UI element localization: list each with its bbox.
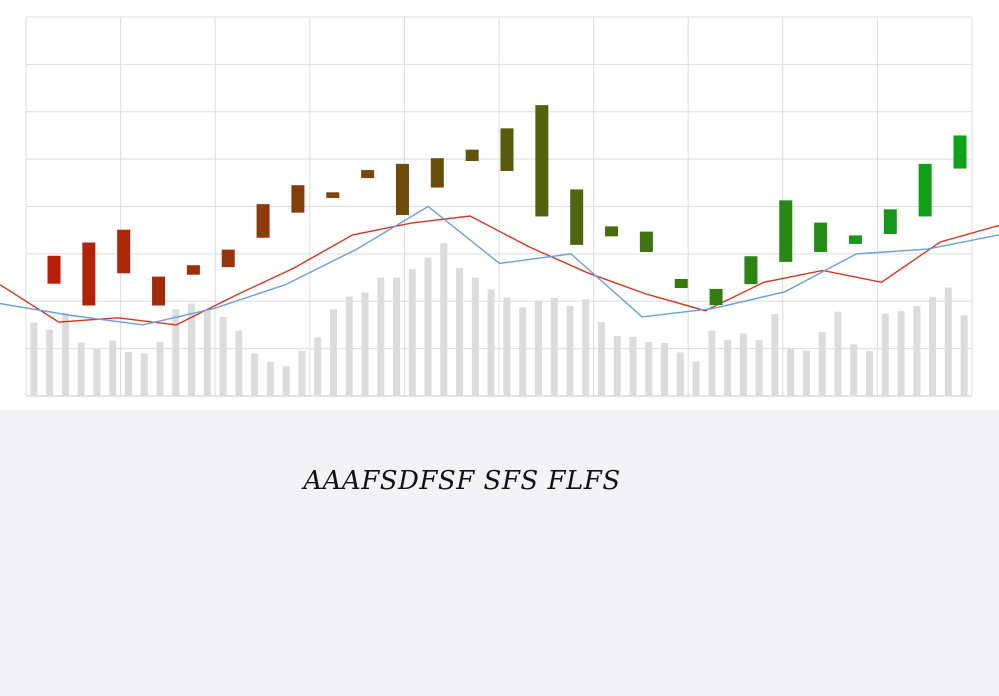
volume-bar <box>140 353 148 396</box>
volume-bar <box>597 322 605 396</box>
volume-bar <box>613 335 621 396</box>
volume-bar <box>692 361 700 396</box>
volume-bars <box>30 242 968 396</box>
candle <box>709 288 723 306</box>
volume-bar <box>550 297 558 396</box>
volume-bar <box>708 330 716 396</box>
candle <box>814 222 828 252</box>
volume-bar <box>219 316 227 396</box>
candle <box>848 235 862 244</box>
chart-panel <box>0 0 999 410</box>
volume-bar <box>487 289 495 396</box>
volume-bar <box>661 342 669 396</box>
candle <box>430 158 444 188</box>
volume-bar <box>172 309 180 396</box>
candlestick-chart <box>0 16 999 397</box>
volume-bar <box>456 268 464 396</box>
candle <box>500 128 514 171</box>
volume-bar <box>345 296 353 396</box>
candle <box>291 185 305 213</box>
volume-bar <box>471 277 479 396</box>
candle <box>395 163 409 216</box>
volume-bar <box>755 340 763 396</box>
volume-bar <box>534 301 542 396</box>
volume-bar <box>787 348 795 396</box>
volume-bar <box>361 292 369 396</box>
volume-bar <box>866 350 874 396</box>
candle <box>186 265 200 275</box>
candle <box>953 135 967 169</box>
volume-bar <box>897 311 905 396</box>
volume-bar <box>834 311 842 396</box>
volume-bar <box>440 242 448 396</box>
volume-bar <box>314 337 322 396</box>
candle <box>570 189 584 245</box>
volume-bar <box>929 296 937 396</box>
candle <box>465 149 479 162</box>
volume-bar <box>266 361 274 396</box>
candle <box>779 200 793 262</box>
volume-bar <box>850 344 858 396</box>
volume-bar <box>46 329 54 396</box>
volume-bar <box>188 303 196 396</box>
candle <box>361 170 375 179</box>
volume-bar <box>881 313 889 396</box>
volume-bar <box>519 307 527 396</box>
volume-bar <box>676 352 684 396</box>
grid <box>25 16 973 397</box>
volume-bar <box>377 277 385 396</box>
candle <box>535 105 549 217</box>
volume-bar <box>503 297 511 396</box>
candles <box>47 105 967 306</box>
chart-caption: AAAFSDFSF SFS FLFS <box>303 466 621 496</box>
volume-bar <box>235 330 243 396</box>
volume-bar <box>282 366 290 396</box>
volume-bar <box>393 277 401 396</box>
volume-bar <box>408 269 416 396</box>
candle <box>883 209 897 234</box>
candle <box>326 192 340 198</box>
volume-bar <box>109 340 117 396</box>
volume-bar <box>645 341 653 396</box>
volume-bar <box>818 332 826 396</box>
candle <box>639 231 653 252</box>
volume-bar <box>124 351 132 396</box>
volume-bar <box>61 313 69 396</box>
indicator-lines <box>0 205 999 326</box>
candle <box>221 249 235 268</box>
volume-bar <box>77 342 85 396</box>
volume-bar <box>960 315 968 396</box>
volume-bar <box>739 333 747 396</box>
candle <box>82 242 96 306</box>
volume-bar <box>566 305 574 396</box>
candle <box>605 226 619 237</box>
volume-bar <box>329 309 337 396</box>
candle <box>152 276 166 306</box>
candle <box>744 256 758 285</box>
volume-bar <box>944 287 952 396</box>
candle <box>47 255 61 284</box>
indicator-line <box>0 215 999 326</box>
volume-bar <box>802 350 810 396</box>
volume-bar <box>203 310 211 396</box>
volume-bar <box>93 348 101 396</box>
volume-bar <box>251 353 259 396</box>
volume-bar <box>629 336 637 396</box>
volume-bar <box>298 350 306 396</box>
indicator-line <box>0 205 999 326</box>
volume-bar <box>424 257 432 396</box>
volume-bar <box>582 299 590 396</box>
volume-bar <box>913 305 921 396</box>
volume-bar <box>724 340 732 396</box>
candle <box>918 163 932 217</box>
volume-bar <box>156 341 164 396</box>
candle <box>117 229 131 274</box>
volume-bar <box>30 322 38 396</box>
candle <box>256 204 270 238</box>
candle <box>674 278 688 288</box>
volume-bar <box>771 314 779 396</box>
